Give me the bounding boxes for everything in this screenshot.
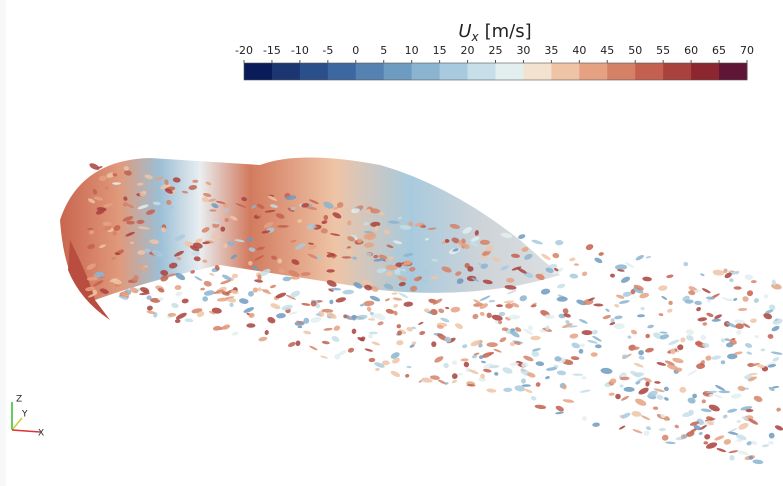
- color-band: [635, 63, 663, 80]
- color-band: [607, 63, 635, 80]
- colorbar-title: Ux [m/s]: [458, 21, 531, 44]
- tick-label: 0: [352, 44, 359, 57]
- axis-label: Z: [16, 395, 22, 405]
- color-band: [523, 63, 551, 80]
- color-band: [691, 63, 719, 80]
- color-band: [300, 63, 328, 80]
- color-band: [440, 63, 468, 80]
- tick-label: 55: [656, 44, 670, 57]
- color-band: [663, 63, 691, 80]
- vortex-blob: [496, 304, 503, 307]
- tick-label: -20: [235, 44, 253, 57]
- tick-label: 50: [628, 44, 642, 57]
- vortex-blob: [555, 240, 563, 245]
- tick-label: 35: [544, 44, 558, 57]
- tick-label: -10: [291, 44, 309, 57]
- tick-label: 65: [712, 44, 726, 57]
- vortex-blob: [487, 342, 498, 347]
- axis-label: Y: [21, 410, 28, 420]
- color-band: [412, 63, 440, 80]
- tick-label: 70: [740, 44, 754, 57]
- color-band: [551, 63, 579, 80]
- tick-label: 20: [461, 44, 475, 57]
- vortex-blob: [256, 193, 261, 195]
- tick-label: -5: [322, 44, 333, 57]
- color-band: [719, 63, 747, 80]
- symbol: U: [458, 21, 471, 42]
- color-band: [384, 63, 412, 80]
- color-band: [356, 63, 384, 80]
- color-band: [328, 63, 356, 80]
- tick-label: 5: [380, 44, 387, 57]
- tick-label: -15: [263, 44, 281, 57]
- vortex-blob: [502, 327, 508, 331]
- axis-label: X: [38, 429, 44, 439]
- color-band: [496, 63, 524, 80]
- page: {"colorbar": { "symbol": "U", "subscript…: [0, 0, 783, 486]
- color-band: [468, 63, 496, 80]
- color-band: [579, 63, 607, 80]
- vortex-blob: [112, 182, 121, 184]
- tick-label: 25: [489, 44, 503, 57]
- color-band: [244, 63, 272, 80]
- render-view: Ux [m/s] -20 -15 -10 -5 0 5 10 15 20 25 30 35 40 45 50 5…: [0, 0, 783, 486]
- tick-label: 60: [684, 44, 698, 57]
- tick-label: 30: [516, 44, 530, 57]
- color-band: [272, 63, 300, 80]
- unit: [m/s]: [485, 21, 532, 42]
- tick-label: 45: [600, 44, 614, 57]
- tick-label: 10: [405, 44, 419, 57]
- subscript: x: [471, 30, 480, 44]
- tick-label: 40: [572, 44, 586, 57]
- tick-label: 15: [433, 44, 447, 57]
